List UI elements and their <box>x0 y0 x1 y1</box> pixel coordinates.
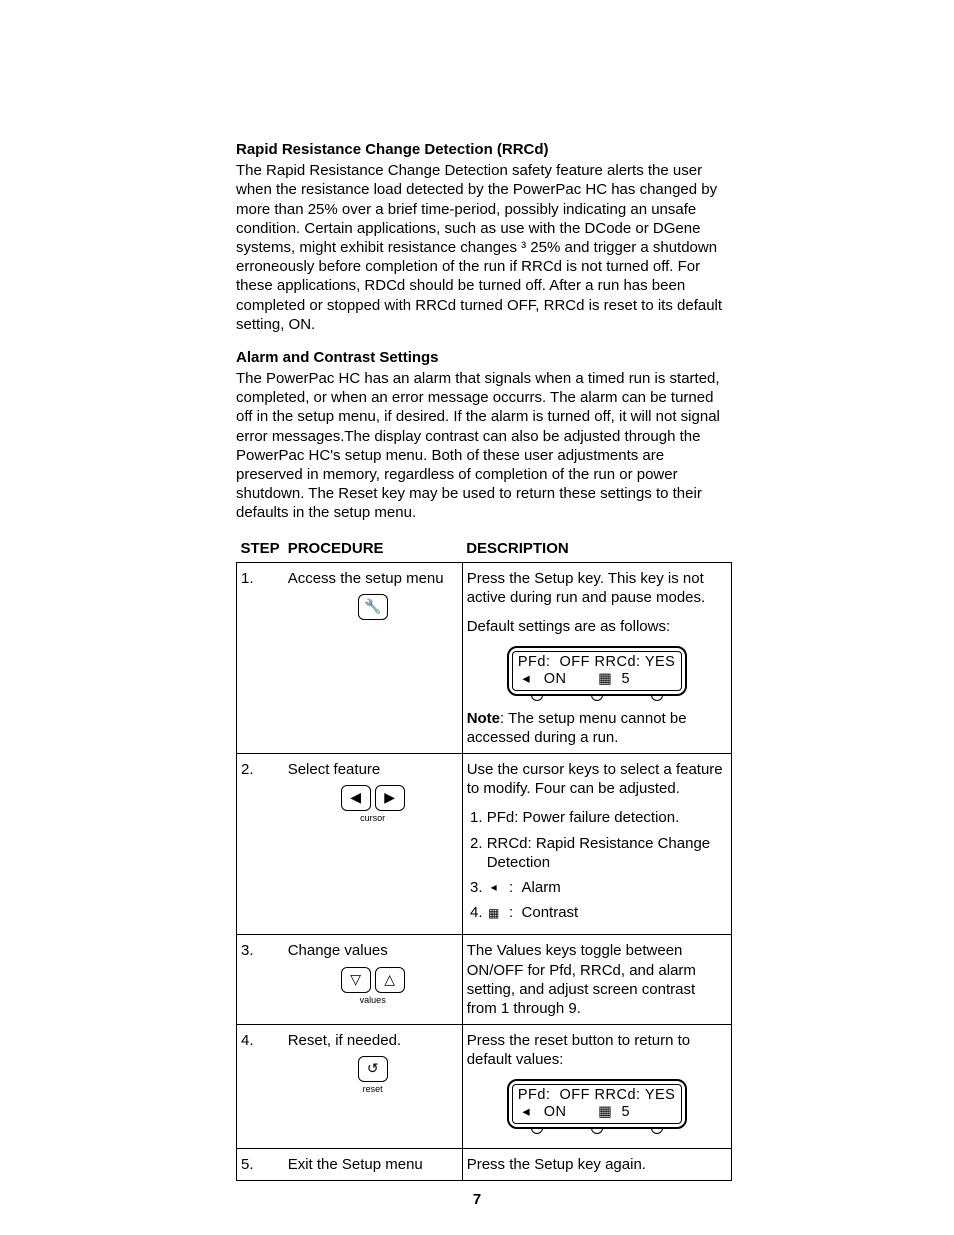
step-procedure: Exit the Setup menu <box>284 1148 463 1180</box>
list-item: ▦ : Contrast <box>487 903 727 922</box>
step-procedure: Change values ▽△ values <box>284 935 463 1025</box>
step-number: 3. <box>237 935 284 1025</box>
step-number: 2. <box>237 754 284 935</box>
contrast-icon: ▦ <box>487 906 501 921</box>
alarm-body: The PowerPac HC has an alarm that signal… <box>236 369 732 523</box>
desc-text: Press the Setup key. This key is not act… <box>467 569 727 607</box>
alarm-heading: Alarm and Contrast Settings <box>236 348 732 367</box>
list-item: ◂ : Alarm <box>487 878 727 897</box>
table-row: 3. Change values ▽△ values The Values ke… <box>237 935 732 1025</box>
list-item: PFd: Power failure detection. <box>487 808 727 827</box>
setup-key-icon: 🔧 <box>358 594 388 620</box>
note-text: : The setup menu cannot be accessed duri… <box>467 710 687 746</box>
step-number: 5. <box>237 1148 284 1180</box>
table-row: 1. Access the setup menu 🔧 Press the Set… <box>237 562 732 753</box>
list-item: RRCd: Rapid Resistance Change Detection <box>487 834 727 872</box>
step-description: Press the Setup key. This key is not act… <box>462 562 731 753</box>
note-block: Note: The setup menu cannot be accessed … <box>467 709 727 747</box>
lcd-display: PFd: OFF RRCd: YES ◂ ON ▦ 5 <box>507 646 687 700</box>
proc-text: Change values <box>288 942 388 959</box>
lcd-line2: ◂ ON ▦ 5 <box>518 671 630 687</box>
desc-text: Use the cursor keys to select a feature … <box>467 760 727 798</box>
setup-key-icon-row: 🔧 <box>288 594 458 620</box>
table-row: 2. Select feature ◀▶ cursor Use the curs… <box>237 754 732 935</box>
desc-text: Press the Setup key again. <box>467 1156 646 1173</box>
proc-text: Access the setup menu <box>288 570 444 587</box>
proc-text: Exit the Setup menu <box>288 1156 423 1173</box>
cursor-keys-icon-row: ◀▶ cursor <box>288 785 458 825</box>
step-procedure: Access the setup menu 🔧 <box>284 562 463 753</box>
feature-list: PFd: Power failure detection. RRCd: Rapi… <box>467 808 727 922</box>
desc-text: Press the reset button to return to defa… <box>467 1031 727 1069</box>
desc-text: Default settings are as follows: <box>467 617 727 636</box>
proc-text: Select feature <box>288 761 381 778</box>
step-description: Press the reset button to return to defa… <box>462 1025 731 1149</box>
col-description-header: DESCRIPTION <box>462 537 731 563</box>
col-step-header: STEP <box>237 537 284 563</box>
cursor-right-icon: ▶ <box>375 785 405 811</box>
step-description: Use the cursor keys to select a feature … <box>462 754 731 935</box>
col-procedure-header: PROCEDURE <box>284 537 463 563</box>
values-up-icon: △ <box>375 967 405 993</box>
icon-caption: values <box>288 995 458 1007</box>
step-procedure: Select feature ◀▶ cursor <box>284 754 463 935</box>
rrcd-body: The Rapid Resistance Change Detection sa… <box>236 161 732 334</box>
reset-key-icon: ↺ <box>358 1056 388 1082</box>
step-description: The Values keys toggle between ON/OFF fo… <box>462 935 731 1025</box>
step-procedure: Reset, if needed. ↺ reset <box>284 1025 463 1149</box>
alarm-icon: ◂ <box>487 880 501 895</box>
values-down-icon: ▽ <box>341 967 371 993</box>
step-number: 1. <box>237 562 284 753</box>
step-description: Press the Setup key again. <box>462 1148 731 1180</box>
manual-page: Rapid Resistance Change Detection (RRCd)… <box>0 0 954 1235</box>
procedure-table: STEP PROCEDURE DESCRIPTION 1. Access the… <box>236 537 732 1181</box>
note-label: Note <box>467 710 500 727</box>
proc-text: Reset, if needed. <box>288 1032 401 1049</box>
lcd-display: PFd: OFF RRCd: YES ◂ ON ▦ 5 <box>507 1079 687 1133</box>
step-number: 4. <box>237 1025 284 1149</box>
reset-key-icon-row: ↺ reset <box>288 1056 458 1096</box>
values-keys-icon-row: ▽△ values <box>288 967 458 1007</box>
cursor-left-icon: ◀ <box>341 785 371 811</box>
lcd-line1: PFd: OFF RRCd: YES <box>518 1087 676 1103</box>
lcd-line2: ◂ ON ▦ 5 <box>518 1104 630 1120</box>
desc-text: The Values keys toggle between ON/OFF fo… <box>467 941 727 1018</box>
icon-caption: cursor <box>288 813 458 825</box>
feature-text: : Contrast <box>501 904 579 921</box>
page-number: 7 <box>0 1190 954 1209</box>
icon-caption: reset <box>288 1084 458 1096</box>
rrcd-heading: Rapid Resistance Change Detection (RRCd) <box>236 140 732 159</box>
table-row: 5. Exit the Setup menu Press the Setup k… <box>237 1148 732 1180</box>
table-row: 4. Reset, if needed. ↺ reset Press the r… <box>237 1025 732 1149</box>
lcd-line1: PFd: OFF RRCd: YES <box>518 654 676 670</box>
feature-text: : Alarm <box>501 879 561 896</box>
